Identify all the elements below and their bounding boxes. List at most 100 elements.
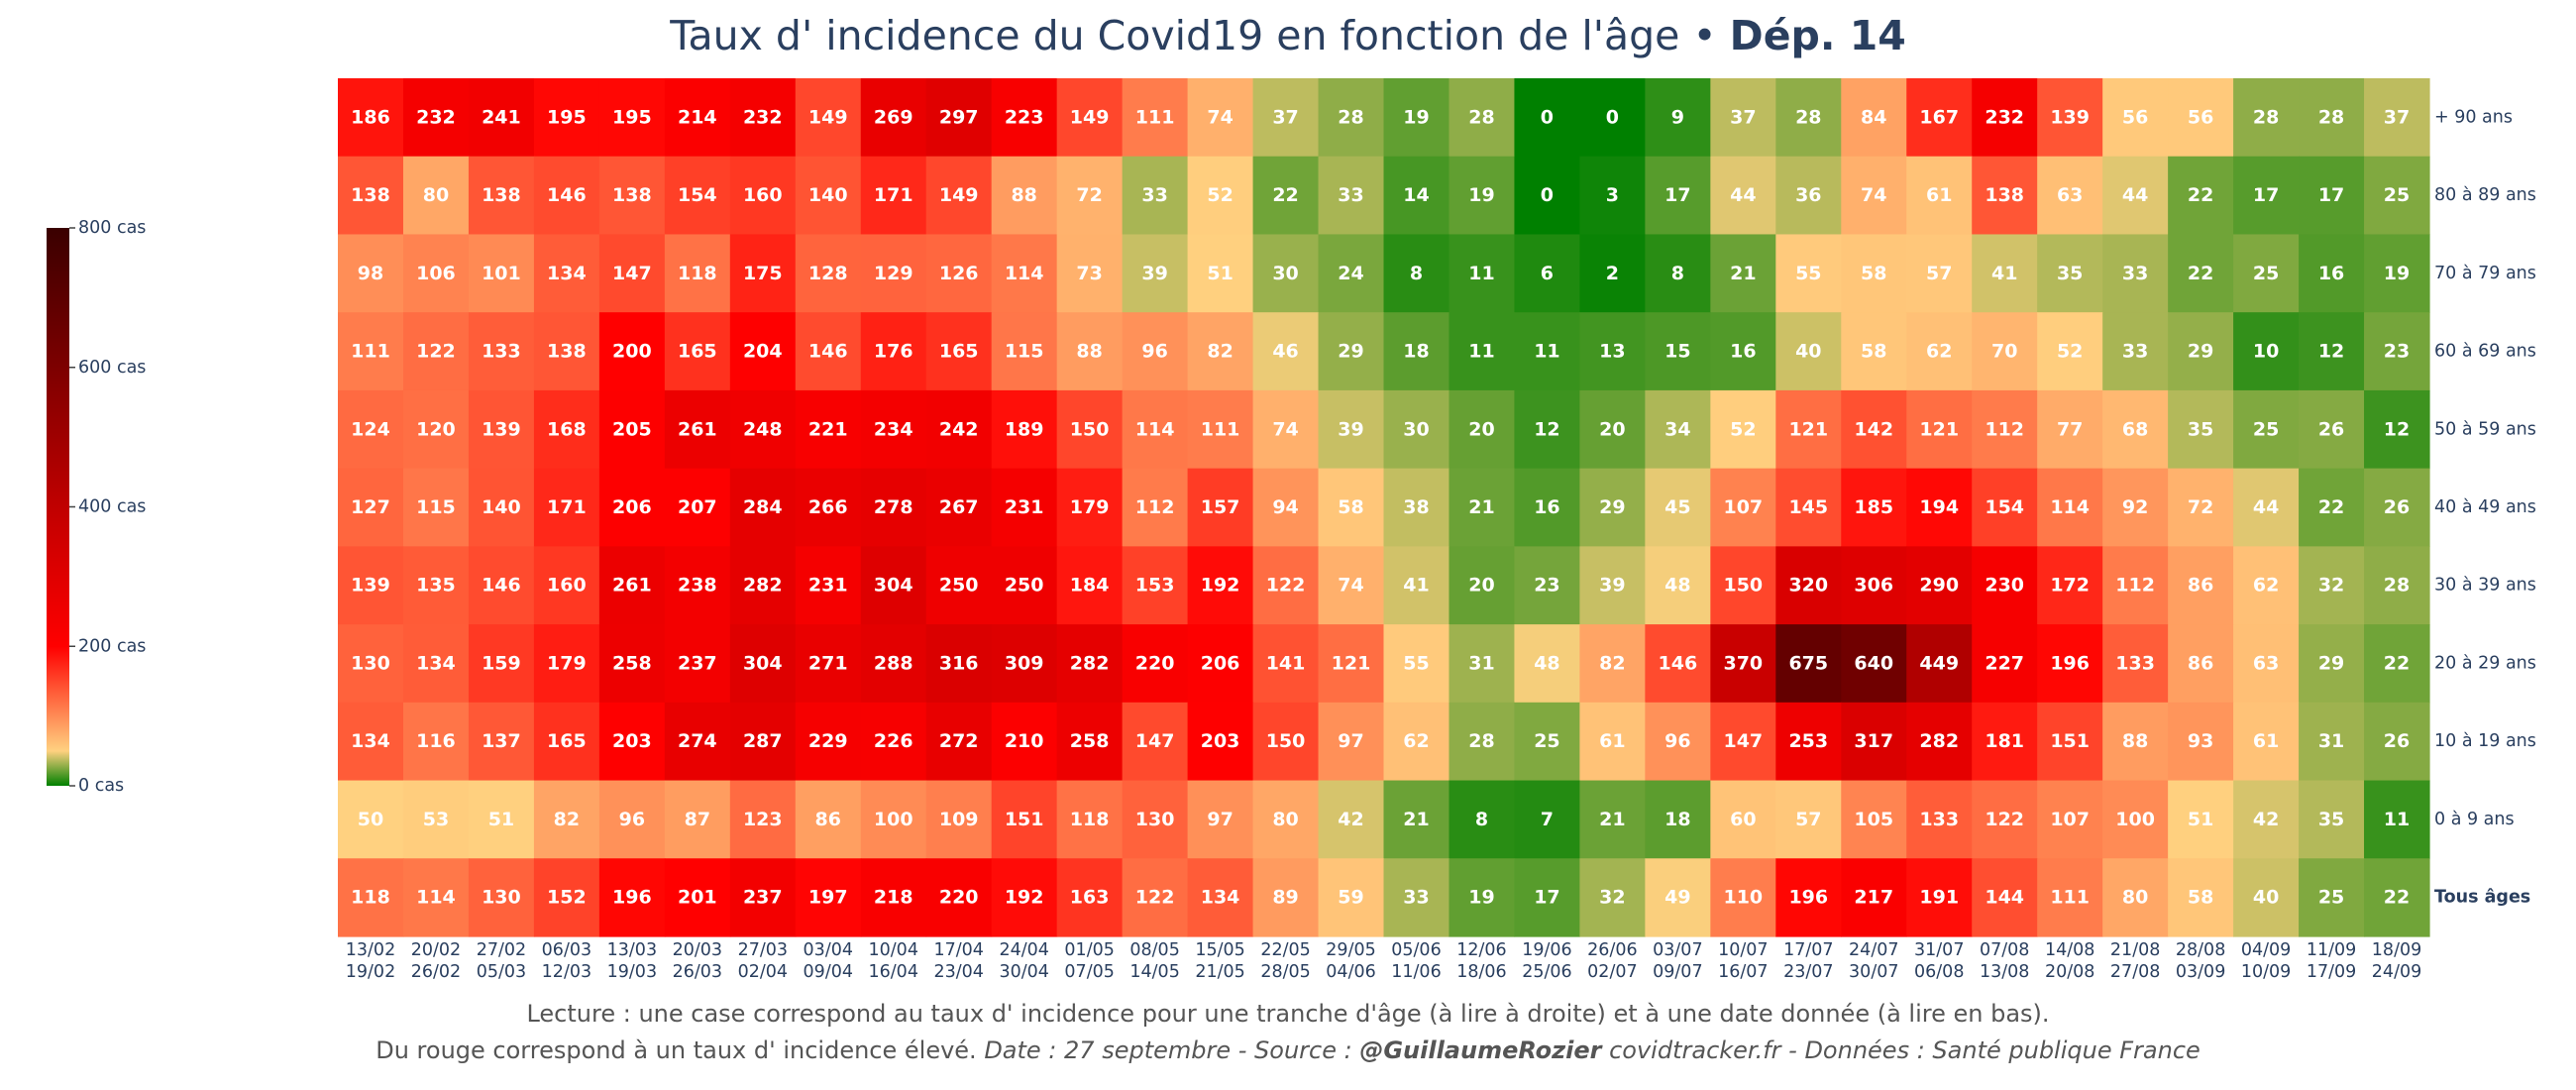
cell-value: 122: [416, 341, 456, 363]
heatmap-cell: [860, 234, 927, 313]
column-label-start: 17/07: [1783, 940, 1833, 960]
heatmap-cell: [1514, 234, 1581, 313]
cell-value: 21: [1468, 496, 1494, 518]
cell-value: 11: [2384, 809, 2410, 830]
heatmap-cell: [1252, 312, 1320, 391]
heatmap-cell: [991, 546, 1058, 625]
cell-value: 250: [939, 575, 979, 597]
heatmap-cell: [338, 780, 404, 859]
heatmap-cell: [1775, 780, 1842, 859]
heatmap-cell: [402, 78, 470, 158]
heatmap-cell: [1056, 780, 1124, 859]
column-label-start: 03/07: [1653, 940, 1702, 960]
cell-value: 107: [1723, 496, 1763, 518]
heatmap-cell: [925, 156, 993, 236]
cell-value: 115: [416, 496, 456, 518]
heatmap-cell: [2299, 624, 2365, 704]
heatmap-cell: [2233, 780, 2300, 859]
cell-value: 28: [1338, 106, 1363, 128]
column-label-end: 18/06: [1456, 962, 1506, 982]
heatmap-cell: [1449, 546, 1516, 625]
cell-value: 134: [351, 730, 390, 752]
heatmap-cell: [1056, 78, 1124, 158]
cell-value: 138: [547, 341, 587, 363]
heatmap-cell: [2037, 468, 2103, 547]
cell-value: 11: [1468, 341, 1494, 363]
heatmap-cell: [1383, 546, 1450, 625]
cell-value: 19: [1403, 106, 1429, 128]
cell-value: 175: [743, 263, 783, 284]
heatmap-cell: [1841, 546, 1907, 625]
heatmap-cell: [1122, 389, 1189, 470]
cell-value: 82: [1599, 652, 1625, 674]
row-label: 20 à 29 ans: [2434, 653, 2536, 673]
heatmap-cell: [2299, 702, 2365, 782]
heatmap-cell: [1318, 468, 1385, 547]
cell-value: 88: [1076, 341, 1102, 363]
heatmap-cell: [1906, 702, 1973, 782]
heatmap-cell: [2102, 78, 2169, 158]
cell-value: 111: [351, 341, 390, 363]
heatmap-cell: [1056, 546, 1124, 625]
heatmap-cell: [1906, 858, 1973, 937]
cell-value: 306: [1854, 575, 1893, 597]
heatmap-cell: [664, 858, 731, 937]
cell-value: 68: [2122, 418, 2148, 440]
heatmap-cell: [664, 468, 731, 547]
cell-value: 231: [1005, 496, 1044, 518]
heatmap-cell: [1710, 858, 1776, 937]
heatmap-cell: [1056, 312, 1124, 391]
heatmap-cell: [664, 780, 731, 859]
cell-value: 28: [2253, 106, 2279, 128]
heatmap-cell: [1383, 858, 1450, 937]
cell-value: 147: [1723, 730, 1763, 752]
cell-value: 61: [2253, 730, 2279, 752]
heatmap-cell: [1579, 156, 1646, 236]
cell-value: 320: [1788, 575, 1828, 597]
heatmap-cell: [795, 546, 862, 625]
heatmap-cell: [1906, 468, 1973, 547]
column-label-end: 11/06: [1391, 962, 1441, 982]
heatmap-cell: [2299, 389, 2365, 470]
row-labels: + 90 ans 80 à 89 ans 70 à 79 ans 60 à 69 an…: [2434, 107, 2536, 907]
heatmap-cell: [1579, 468, 1646, 547]
heatmap-cell: [1187, 468, 1254, 547]
heatmap-cell: [1318, 312, 1385, 391]
cell-value: 96: [1664, 730, 1690, 752]
cell-value: 157: [1201, 496, 1240, 518]
heatmap-cell: [2168, 702, 2234, 782]
heatmap-cell: [2364, 468, 2430, 547]
colorbar-tick-label: 0 cas: [78, 776, 124, 796]
cell-value: 133: [482, 341, 521, 363]
row-label: 0 à 9 ans: [2434, 810, 2515, 829]
cell-value: 58: [1861, 263, 1886, 284]
heatmap-cell: [1122, 156, 1189, 236]
heatmap-cell: [2299, 78, 2365, 158]
cell-value: 134: [1201, 887, 1240, 909]
heatmap-cell: [1252, 780, 1320, 859]
cell-value: 101: [482, 263, 521, 284]
cell-value: 100: [2115, 809, 2155, 830]
cell-value: 31: [1468, 652, 1494, 674]
heatmap-cell: [1645, 858, 1711, 937]
heatmap-cell: [1579, 234, 1646, 313]
colorbar: 800 cas 600 cas 400 cas 200 cas 0 cas: [47, 218, 146, 796]
heatmap-cell: [1579, 858, 1646, 937]
column-label-start: 20/02: [411, 940, 461, 960]
heatmap-cell: [1122, 468, 1189, 547]
column-label-end: 13/08: [1980, 962, 2029, 982]
heatmap-cell: [1841, 858, 1907, 937]
cell-value: 133: [1919, 809, 1959, 830]
heatmap-cell: [1449, 234, 1516, 313]
heatmap-cell: [1187, 234, 1254, 313]
cell-value: 33: [2122, 263, 2148, 284]
cell-value: 44: [1730, 184, 1756, 206]
cell-value: 220: [939, 887, 979, 909]
heatmap-cell: [1775, 702, 1842, 782]
cell-value: 675: [1788, 652, 1828, 674]
cell-value: 288: [874, 652, 913, 674]
heatmap-cell: [1122, 702, 1189, 782]
cell-value: 261: [612, 575, 652, 597]
cell-value: 87: [685, 809, 710, 830]
cell-value: 21: [1730, 263, 1756, 284]
